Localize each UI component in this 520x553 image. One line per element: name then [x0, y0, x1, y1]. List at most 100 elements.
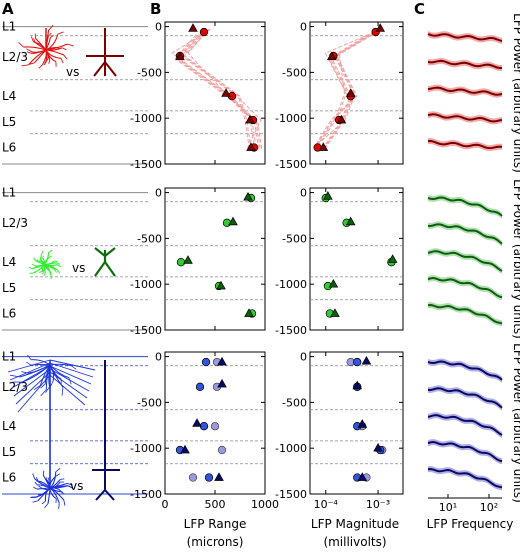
y-tick-label: -1000 [130, 112, 162, 125]
y-tick-label: -500 [137, 396, 162, 409]
dendrite-branch [33, 486, 37, 490]
data-point-triangle [244, 308, 254, 317]
oblique-dendrite [15, 371, 51, 405]
dendrite-branch [61, 387, 64, 396]
dendrite [49, 471, 57, 489]
dendrite-branch [34, 481, 38, 486]
dendrite-branch [27, 354, 32, 360]
dendrite-branch [32, 500, 39, 503]
spectrum-band [428, 358, 502, 383]
layer-label: L1 [2, 350, 16, 364]
spectrum-band [428, 466, 502, 491]
dendrite [40, 487, 51, 491]
dendrite-branch [60, 478, 65, 480]
layer-label: L5 [2, 115, 16, 129]
dendrite-branch [38, 271, 42, 274]
spectrum-curve [427, 223, 503, 245]
dendrite-branch [40, 383, 46, 389]
dendrite-branch [43, 273, 46, 277]
layer-label: L2/3 [2, 216, 28, 230]
dendrite-branch [55, 467, 61, 473]
y-tick-label: -1000 [275, 112, 307, 125]
dendrite-branch [26, 48, 31, 52]
dendrite-branch [68, 377, 72, 385]
y-tick-label: -500 [282, 232, 307, 245]
simplified-neuron-base [95, 489, 115, 501]
spectrum-curve [427, 196, 503, 217]
spectrum-band [428, 221, 502, 247]
dendrite-branch [44, 60, 47, 64]
y-tick-label: -1000 [275, 442, 307, 455]
panel-letter-c: C [414, 0, 425, 18]
data-point-triangle [336, 114, 347, 124]
spectrum-curve [427, 414, 503, 436]
dendrite-branch [67, 43, 74, 47]
layer-label: L4 [2, 89, 16, 103]
vs-label-row1: vs [66, 65, 79, 79]
vs-label-row3: vs [70, 479, 83, 493]
panel-letter-b: B [150, 0, 161, 18]
spectra-row3: LFP Power (arbitrary units) [427, 343, 520, 503]
spectrum-curve [427, 113, 503, 123]
trajectory-line [182, 31, 250, 148]
x-tick-label: 1000 [251, 498, 279, 511]
layer-label: L4 [2, 419, 16, 433]
plot-frame [309, 187, 404, 331]
layer-label: L1 [2, 186, 16, 200]
dendrite-branch [41, 272, 44, 275]
data-point-triangle [357, 472, 368, 481]
dendrite-branch [58, 503, 60, 510]
dendrite [23, 46, 47, 51]
y-tick-label: -1500 [275, 158, 307, 171]
data-point-triangle [328, 278, 339, 288]
spectrum-band [428, 439, 502, 465]
trajectory-line [171, 28, 257, 145]
plot-frame [309, 351, 404, 495]
y-tick-label: 0 [155, 187, 162, 200]
dendrite-branch [48, 249, 53, 253]
layer-label: L2/3 [2, 50, 28, 64]
dendrite [41, 49, 48, 66]
panel-c-spectra: LFP Power (arbitrary units) LFP Power (ar… [427, 13, 520, 514]
layer-label: L6 [2, 141, 16, 155]
dendrite [41, 264, 46, 273]
layer-label: L6 [2, 471, 16, 485]
y-tick-label: -1500 [275, 488, 307, 501]
dendrite-branch [54, 269, 57, 273]
chart-B-magnitude-row2: 0 -500 -1000 -1500 [275, 187, 404, 337]
data-point-circle [201, 357, 211, 367]
y-tick-label: 0 [300, 187, 307, 200]
dendrite-branch [61, 47, 67, 51]
data-point-triangle [323, 191, 333, 200]
dendrite-branch [54, 260, 58, 263]
dendrite-branch [48, 25, 54, 31]
spectrum-curve [427, 139, 503, 150]
data-point-pale-circle [217, 445, 227, 455]
layer-label: L5 [2, 281, 16, 295]
trajectory-line [318, 28, 381, 146]
data-point-triangle [318, 142, 329, 151]
data-point-triangle [188, 23, 198, 32]
dendrite-branch [33, 257, 36, 261]
spectrum-band [428, 385, 502, 411]
chart-B-range-row3: 0 -500 -1000 -1500 [130, 351, 266, 501]
y-tick-label: -1500 [130, 324, 162, 337]
spectrum-band [428, 302, 502, 327]
dendrite-branch [59, 490, 63, 494]
y-tick-label: -500 [282, 396, 307, 409]
data-point-triangle [216, 280, 226, 290]
spectrum-band [428, 138, 502, 152]
y-tick-label: -1500 [130, 158, 162, 171]
data-point-triangle [345, 216, 356, 226]
range-xlabel-line2: (microns) [187, 535, 244, 549]
data-point-triangle [245, 114, 255, 124]
y-tick-label: -500 [137, 232, 162, 245]
data-point-pale-circle [188, 473, 198, 482]
dendrite [34, 264, 45, 267]
spectrum-curve [427, 33, 503, 43]
y-tick-label: -1500 [130, 488, 162, 501]
x-tick-label: 10¹ [439, 501, 457, 514]
data-point-circle [353, 357, 362, 367]
oblique-dendrite [49, 365, 92, 385]
